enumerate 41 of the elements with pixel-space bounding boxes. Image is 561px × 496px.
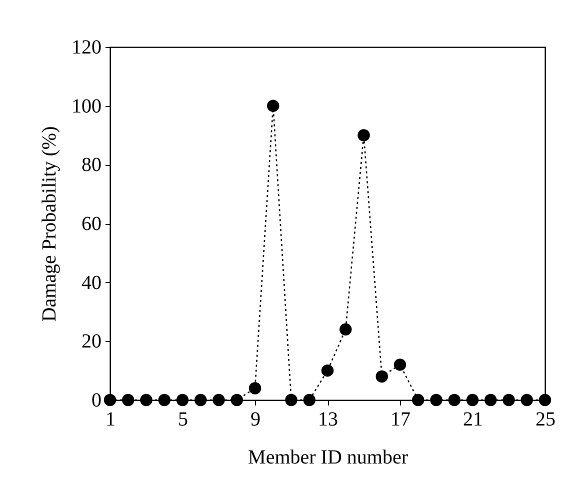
y-tick-label: 0 (92, 390, 102, 412)
point (140, 394, 152, 406)
x-tick-label: 1 (106, 408, 116, 430)
point (376, 370, 388, 383)
point (340, 323, 352, 336)
y-tick-label: 40 (82, 272, 102, 294)
x-tick-label: 25 (536, 408, 556, 430)
point (466, 394, 479, 406)
x-tick-label: 13 (318, 408, 338, 430)
point (520, 394, 533, 406)
y-tick-label: 120 (72, 36, 102, 58)
point (538, 394, 552, 406)
y-tick-label: 100 (72, 95, 102, 118)
x-axis-title: Member ID number (248, 446, 408, 468)
point (248, 382, 262, 394)
x-tick-label: 21 (463, 408, 483, 430)
point (158, 394, 170, 406)
point (104, 394, 116, 406)
y-tick-label: 20 (82, 330, 102, 353)
x-tick-label: 9 (250, 408, 260, 430)
point (176, 394, 189, 406)
point (412, 394, 424, 406)
point (285, 394, 298, 406)
y-axis-title: Damage Probability (%) (38, 126, 60, 322)
point (303, 394, 316, 406)
point (122, 394, 134, 406)
x-tick-label: 17 (390, 408, 410, 430)
y-tick-label: 80 (82, 154, 102, 176)
x-tick-label: 5 (178, 408, 188, 430)
point (430, 394, 442, 406)
point (358, 129, 370, 142)
y-tick-label: 60 (82, 213, 102, 235)
point (321, 364, 334, 377)
point (502, 394, 515, 406)
point (230, 394, 243, 406)
point (448, 394, 460, 406)
point (394, 358, 406, 371)
point (267, 100, 280, 112)
point (212, 394, 225, 406)
point (194, 394, 207, 406)
point (484, 394, 497, 406)
